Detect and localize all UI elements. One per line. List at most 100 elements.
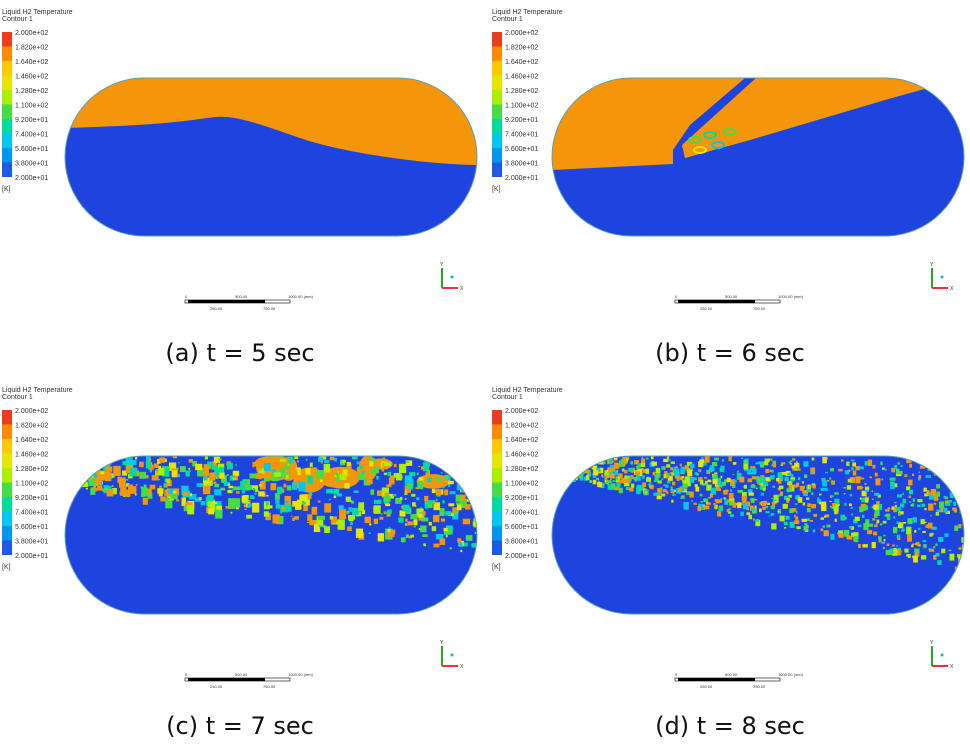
vapor [682, 78, 964, 158]
speckle [592, 479, 597, 485]
speckle [624, 469, 628, 474]
speckle [612, 480, 615, 483]
speckle [736, 472, 742, 480]
speckle [294, 456, 299, 460]
speckle [777, 494, 780, 498]
speckle [79, 456, 86, 461]
speckle [609, 475, 614, 479]
speckle [730, 489, 733, 492]
legend-unit: [K] [2, 186, 11, 193]
speckle [266, 494, 269, 497]
speckle [564, 464, 568, 468]
speckle [444, 474, 450, 481]
speckle [360, 466, 368, 471]
speckle [955, 464, 959, 467]
speckle [843, 493, 846, 495]
speckle [690, 468, 693, 471]
speckle [552, 463, 557, 468]
speckle [77, 479, 83, 487]
legend-swatch [2, 32, 12, 47]
speckle [757, 461, 763, 465]
speckle [370, 489, 375, 495]
speckle [821, 477, 826, 482]
speckle [158, 465, 162, 470]
speckle [701, 457, 704, 460]
speckle [713, 503, 716, 505]
speckle [698, 477, 703, 482]
vapor-blob [459, 464, 477, 493]
speckle [654, 475, 659, 481]
speckle [795, 461, 799, 463]
speckle [752, 518, 755, 521]
speckle [277, 486, 283, 495]
speckle [619, 460, 624, 467]
speckle [862, 544, 868, 548]
speckle [769, 469, 774, 473]
speckle [687, 469, 693, 477]
speckle [787, 472, 792, 476]
legend-unit: [K] [492, 564, 501, 571]
speckle [163, 458, 167, 462]
speckle [893, 547, 897, 553]
speckle [76, 483, 82, 487]
legend-label: 1.100e+02 [15, 103, 48, 110]
speckle [630, 461, 634, 465]
speckle [741, 457, 744, 459]
speckle [779, 515, 785, 522]
speckle [351, 456, 358, 460]
speckle [890, 552, 893, 556]
speckle [953, 508, 958, 513]
speckle [794, 503, 798, 505]
speckle [140, 486, 144, 489]
speckle [435, 533, 444, 540]
speckle [728, 507, 731, 511]
speckle [777, 487, 782, 491]
speckle [265, 516, 268, 518]
scale-label: 0 [185, 294, 188, 299]
speckle [129, 467, 137, 477]
speckle [940, 459, 945, 465]
speckle [624, 458, 629, 461]
speckle [743, 484, 747, 489]
speckle [656, 495, 662, 500]
speckle [174, 488, 180, 496]
speckle [746, 501, 751, 507]
speckle [391, 529, 396, 535]
speckle [568, 464, 574, 468]
speckle [102, 488, 106, 492]
speckle [876, 504, 883, 510]
speckle [933, 456, 937, 459]
speckle [404, 490, 407, 493]
speckle [789, 473, 794, 477]
speckle [898, 471, 903, 475]
speckle [386, 512, 391, 517]
speckle [464, 484, 469, 490]
speckle [339, 509, 347, 520]
speckle [618, 487, 623, 494]
speckle [602, 461, 606, 464]
speckle [384, 492, 390, 496]
speckle [334, 457, 337, 462]
speckle [781, 462, 786, 465]
speckle [797, 477, 801, 481]
speckle [890, 483, 895, 490]
speckle [789, 460, 793, 462]
legend-swatch [492, 511, 502, 526]
speckle [679, 463, 682, 467]
speckle [794, 462, 800, 471]
speckle [311, 506, 318, 515]
speckle [708, 496, 711, 499]
speckle [747, 469, 752, 475]
speckle [857, 524, 862, 528]
scale-label: 1000.00 (mm) [288, 672, 314, 677]
speckle [93, 474, 97, 478]
speckle [786, 488, 792, 493]
legend-swatch [2, 46, 12, 61]
speckle [435, 498, 438, 502]
speckle [724, 479, 729, 483]
axis-label: Y [440, 640, 444, 646]
speckle [413, 519, 418, 526]
speckle [247, 503, 252, 507]
speckle [930, 515, 932, 517]
speckle [618, 479, 623, 484]
